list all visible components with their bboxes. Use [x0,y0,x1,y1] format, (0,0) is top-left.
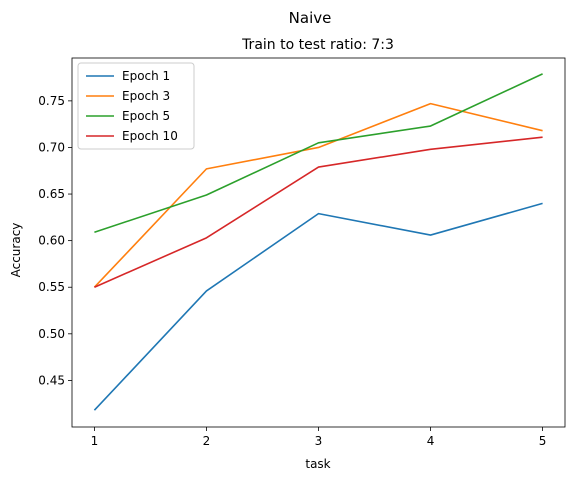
figure-suptitle: Naive [289,9,332,27]
legend-box [77,62,195,150]
y-tick-label: 0.60 [38,234,65,248]
x-tick-label: 2 [203,434,211,448]
legend-label: Epoch 1 [122,69,170,83]
series-layer [93,73,543,411]
x-tick-label: 3 [315,434,323,448]
y-tick-label: 0.45 [38,373,65,387]
series-line-epoch-1 [93,202,543,411]
series-line-epoch-10 [94,136,543,288]
y-axis-label: Accuracy [9,223,23,278]
legend-label: Epoch 3 [122,89,170,103]
series-line-epoch-5 [94,73,543,234]
y-tick-label: 0.65 [38,187,65,201]
axes: 1 2 3 4 5 0.45 0.50 0.55 0.60 0.65 0.70 0.75 [38,57,566,448]
y-tick-label: 0.70 [38,140,65,154]
y-tick-label: 0.75 [38,94,65,108]
chart-title: Train to test ratio: 7:3 [241,37,394,53]
legend: Epoch 1 Epoch 3 Epoch 5 Epoch 10 [77,62,195,150]
series-line-epoch-3 [93,102,543,288]
x-tick-label: 1 [91,434,99,448]
y-tick-label: 0.55 [38,280,65,294]
x-tick-label: 4 [427,434,435,448]
legend-label: Epoch 5 [122,109,170,123]
y-tick-label: 0.50 [38,327,65,341]
legend-label: Epoch 10 [122,129,178,143]
x-tick-label: 5 [539,434,547,448]
x-axis-label: task [305,457,330,471]
